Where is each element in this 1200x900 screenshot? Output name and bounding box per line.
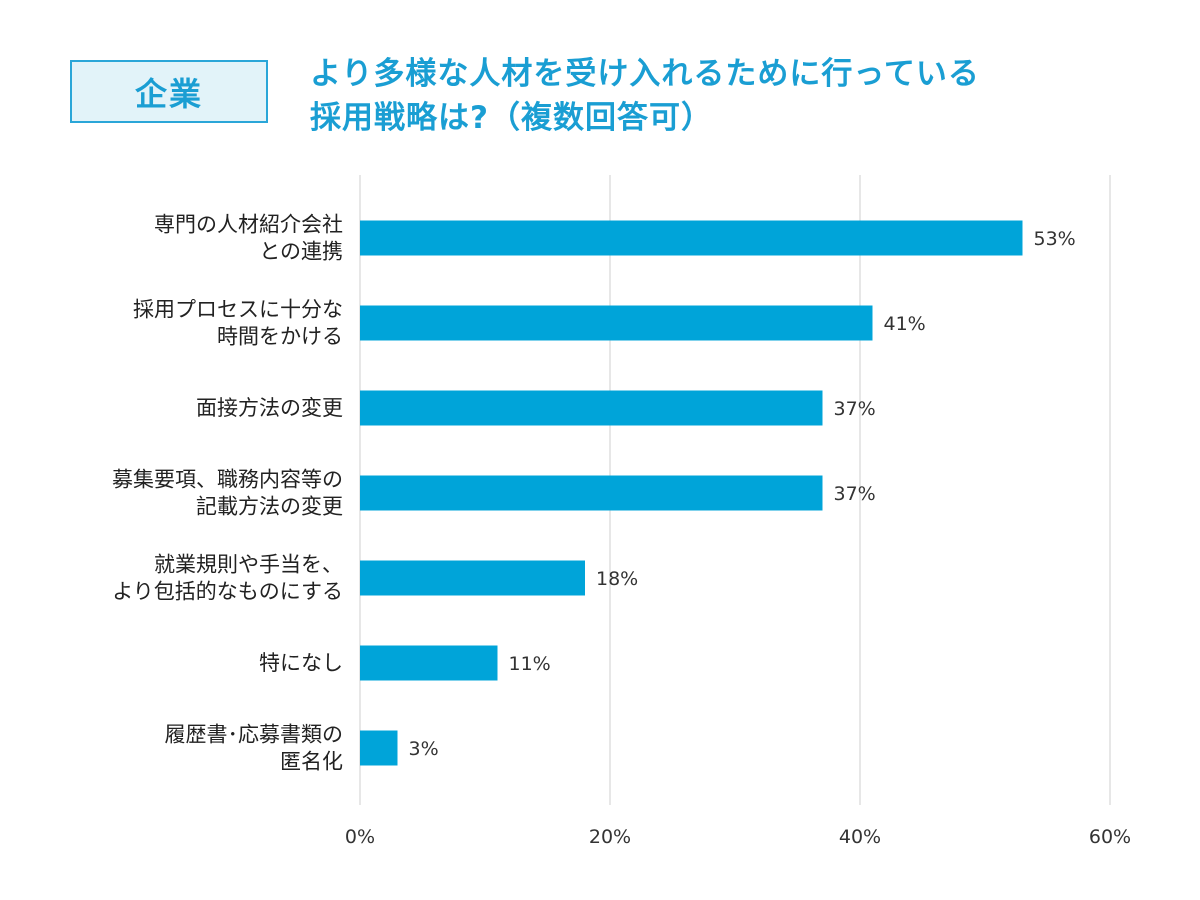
bar — [360, 220, 1023, 256]
category-label: 面接方法の変更 — [196, 396, 343, 420]
category-label-line: 時間をかける — [217, 325, 343, 349]
category-label-line: 募集要項、職務内容等の — [112, 468, 343, 492]
bar — [360, 560, 585, 596]
category-label: 履歴書･応募書類の匿名化 — [165, 723, 344, 774]
category-label-line: 専門の人材紹介会社 — [154, 213, 343, 237]
category-label: 募集要項、職務内容等の記載方法の変更 — [112, 468, 343, 519]
value-label: 53% — [1034, 228, 1076, 250]
category-label-line: 履歴書･応募書類の — [165, 723, 344, 747]
x-tick-label: 20% — [589, 826, 631, 848]
value-label: 37% — [834, 398, 876, 420]
category-labels: 専門の人材紹介会社との連携採用プロセスに十分な時間をかける面接方法の変更募集要項… — [112, 213, 343, 774]
category-label-line: 就業規則や手当を、 — [154, 553, 343, 577]
value-label: 37% — [834, 483, 876, 505]
category-label: 採用プロセスに十分な時間をかける — [133, 298, 343, 349]
category-label-line: 面接方法の変更 — [196, 396, 343, 420]
category-badge: 企業 — [70, 60, 268, 123]
category-label-line: 採用プロセスに十分な — [133, 298, 343, 322]
x-tick-label: 0% — [345, 826, 375, 848]
category-label-line: より包括的なものにする — [112, 580, 343, 604]
bar — [360, 645, 498, 681]
bar — [360, 475, 823, 511]
value-label: 3% — [409, 738, 439, 760]
value-labels: 53% 41% 37% 37% 18% 11% 3% — [409, 228, 1076, 760]
x-tick-label: 40% — [839, 826, 881, 848]
category-label: 特になし — [259, 651, 343, 675]
value-label: 41% — [884, 313, 926, 335]
chart-title-line-1: より多様な人材を受け入れるために行っている — [310, 56, 980, 92]
bar — [360, 305, 873, 341]
value-label: 18% — [596, 568, 638, 590]
value-label: 11% — [509, 653, 551, 675]
chart-title-line-2: 採用戦略は?（複数回答可） — [310, 100, 713, 136]
category-label: 専門の人材紹介会社との連携 — [154, 213, 343, 264]
category-label-line: 記載方法の変更 — [196, 495, 343, 519]
bars — [360, 220, 1023, 766]
category-label-line: 匿名化 — [280, 750, 343, 774]
category-label-line: 特になし — [259, 651, 343, 675]
bar — [360, 390, 823, 426]
chart-title: より多様な人材を受け入れるために行っている 採用戦略は?（複数回答可） — [310, 52, 980, 140]
category-label-line: との連携 — [259, 240, 343, 264]
x-axis-ticks: 0% 20% 40% 60% — [345, 826, 1131, 848]
category-label: 就業規則や手当を、より包括的なものにする — [112, 553, 343, 604]
x-tick-label: 60% — [1089, 826, 1131, 848]
bar — [360, 730, 398, 766]
